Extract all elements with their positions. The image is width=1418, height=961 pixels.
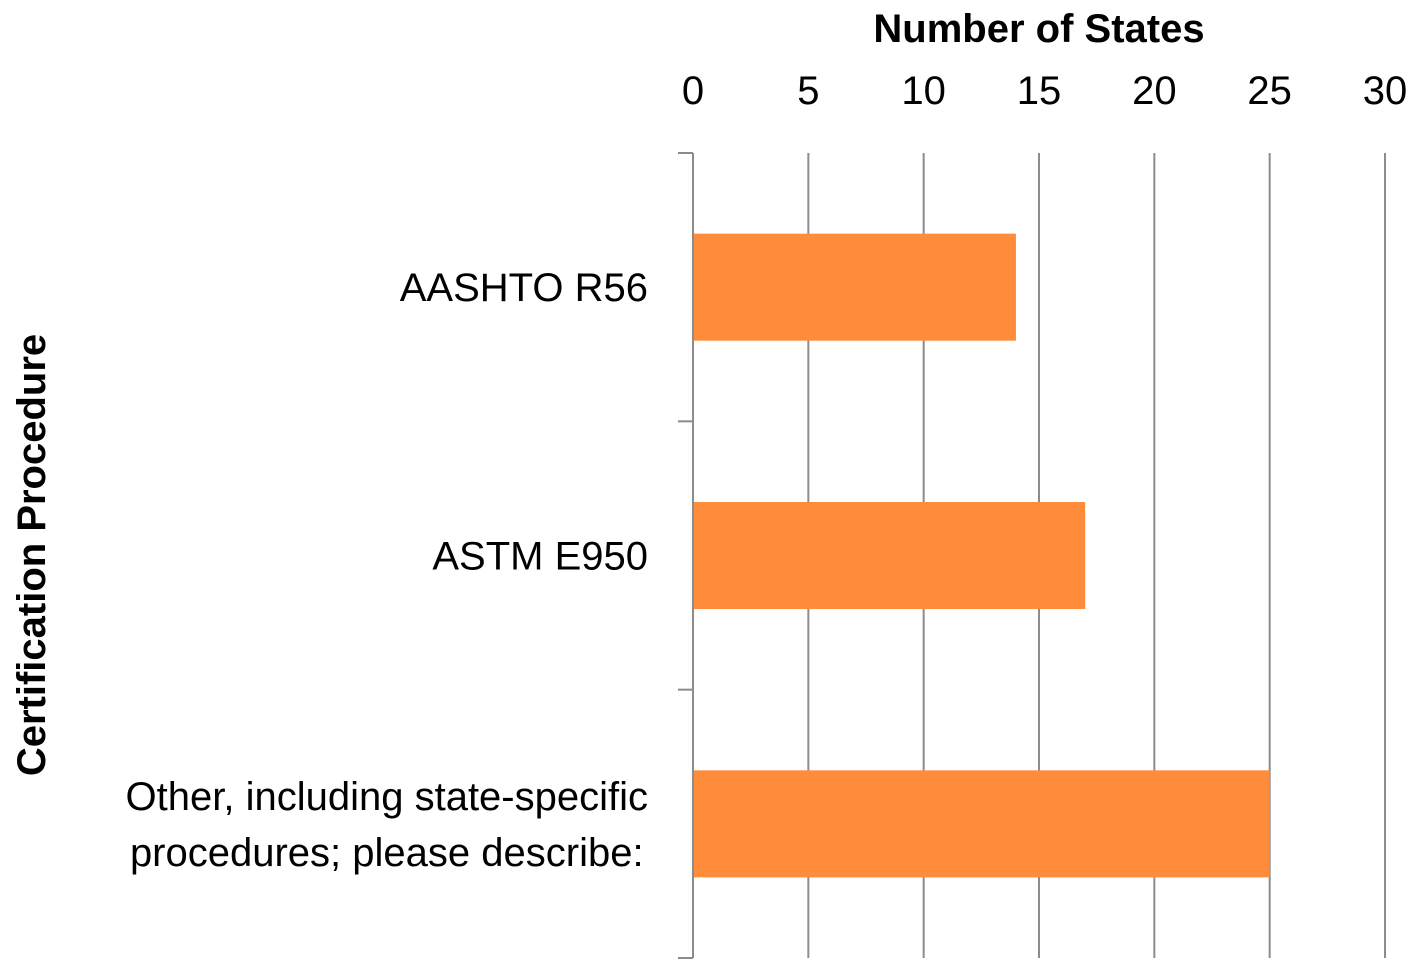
x-tick-label: 0 <box>682 69 704 113</box>
labels: 0 5 10 15 20 25 30 AASHTO R56 ASTM E950 Other, in… <box>126 69 1408 875</box>
x-tick-label: 5 <box>797 69 819 113</box>
y-category-label: AASHTO R56 <box>400 266 648 310</box>
bars <box>694 233 1270 878</box>
y-axis-title: Certification Procedure <box>10 334 54 776</box>
x-tick-label: 15 <box>1017 69 1062 113</box>
bar <box>694 770 1270 878</box>
x-tick-label: 25 <box>1247 69 1292 113</box>
y-category-label: ASTM E950 <box>432 535 648 579</box>
bar <box>694 502 1086 609</box>
x-tick-label: 10 <box>901 69 946 113</box>
x-axis-title: Number of States <box>873 7 1204 51</box>
bar <box>694 233 1016 341</box>
x-tick-label: 30 <box>1363 69 1408 113</box>
x-tick-label: 20 <box>1132 69 1177 113</box>
y-category-label: Other, including state-specific procedure… <box>126 775 648 875</box>
axes <box>678 152 694 959</box>
